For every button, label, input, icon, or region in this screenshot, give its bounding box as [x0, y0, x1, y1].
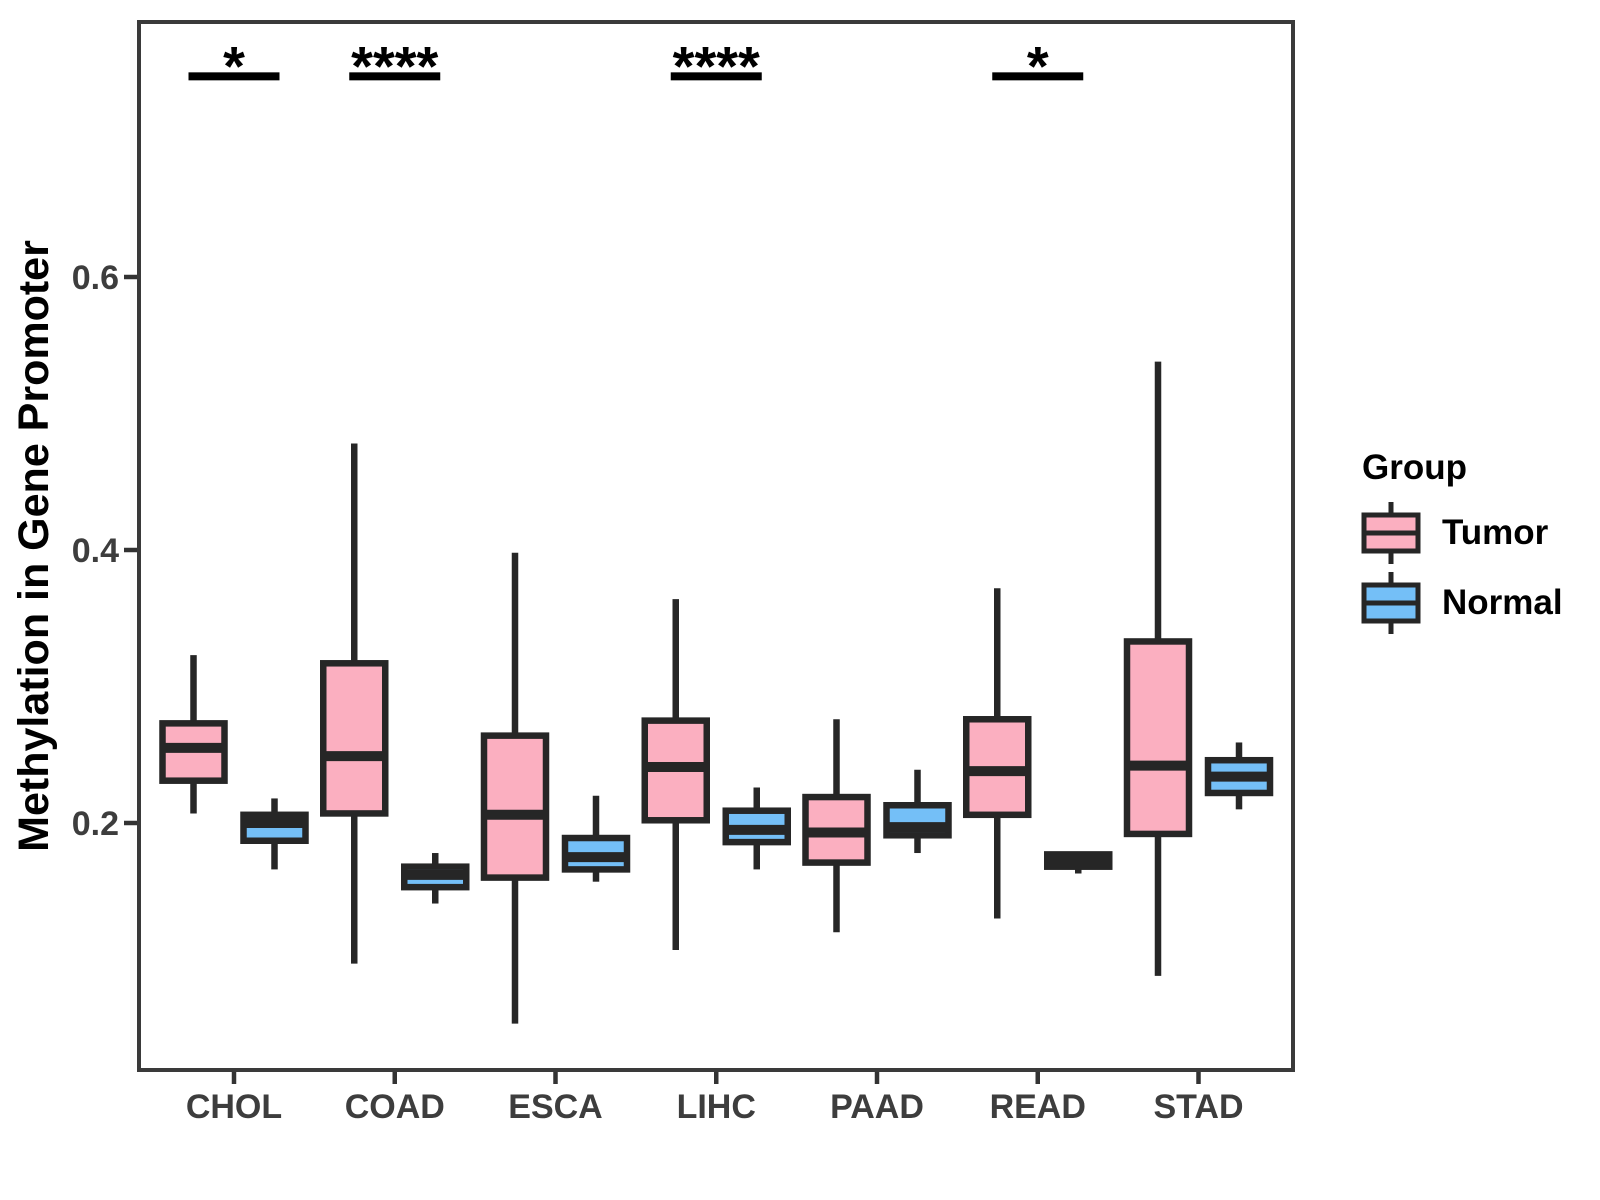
iqr-box — [480, 732, 550, 881]
x-axis-category-label: ESCA — [508, 1088, 602, 1126]
significance-marker-READ: * — [992, 34, 1084, 97]
iqr-box — [320, 660, 389, 817]
x-axis-category-label: CHOL — [186, 1088, 282, 1126]
legend-key-boxplot-icon — [1361, 502, 1421, 564]
significance-bar — [992, 72, 1084, 81]
y-axis-tick-label: 0.4 — [72, 532, 119, 570]
significance-bar — [188, 72, 280, 81]
legend-key-boxplot-icon — [1361, 572, 1421, 634]
significance-bar — [670, 72, 762, 81]
legend-entry-normal: Normal — [1358, 568, 1563, 638]
x-axis-category-label: PAAD — [830, 1088, 924, 1126]
legend: Group Tumor Normal — [1358, 448, 1563, 638]
significance-stars: * — [223, 34, 245, 97]
y-axis-title: Methylation in Gene Promoter — [10, 240, 58, 852]
x-axis-category-label: LIHC — [677, 1088, 756, 1126]
x-axis-category-label: STAD — [1153, 1088, 1243, 1126]
x-axis-category-label: READ — [990, 1088, 1086, 1126]
boxplot-PAAD-Tumor — [802, 719, 871, 933]
panel-border — [137, 20, 1295, 1072]
boxplot-STAD-Tumor — [1123, 361, 1193, 976]
legend-title: Group — [1362, 448, 1467, 487]
boxplot-PAAD-Normal — [883, 769, 952, 854]
y-axis: 0.2 0.4 0.6 — [72, 259, 139, 843]
boxplot-LIHC-Tumor — [641, 599, 710, 950]
significance-marker-LIHC: **** — [670, 34, 762, 97]
legend-entry-label: Normal — [1442, 583, 1563, 622]
boxplot-READ-Tumor — [963, 588, 1032, 919]
y-axis-tick-label: 0.2 — [72, 805, 119, 843]
boxplot-COAD-Normal — [401, 853, 470, 904]
legend-entry-tumor: Tumor — [1358, 498, 1563, 568]
boxplot-LIHC-Normal — [722, 787, 791, 870]
boxplot-STAD-Normal — [1204, 742, 1274, 810]
boxplot-ESCA-Normal — [561, 795, 631, 882]
significance-stars: * — [1027, 34, 1049, 97]
legend-entries: Tumor Normal — [1358, 498, 1563, 638]
x-axis: CHOL COAD ESCA LIHC PAAD READ STAD — [186, 1070, 1244, 1126]
x-axis-category-label: COAD — [345, 1088, 445, 1126]
significance-stars: **** — [673, 34, 760, 97]
boxplot-COAD-Tumor — [320, 443, 389, 964]
boxplot-CHOL-Tumor — [159, 655, 228, 814]
significance-marker-COAD: **** — [349, 34, 441, 97]
y-axis-tick-label: 0.6 — [72, 259, 119, 297]
boxplot-CHOL-Normal — [240, 798, 309, 870]
significance-marker-CHOL: * — [188, 34, 280, 97]
significance-bar — [349, 72, 441, 81]
boxplot-READ-Normal — [1044, 851, 1113, 874]
legend-entry-label: Tumor — [1442, 513, 1549, 552]
significance-stars: **** — [351, 34, 438, 97]
iqr-box — [1123, 638, 1193, 838]
boxplot-ESCA-Tumor — [480, 552, 550, 1024]
